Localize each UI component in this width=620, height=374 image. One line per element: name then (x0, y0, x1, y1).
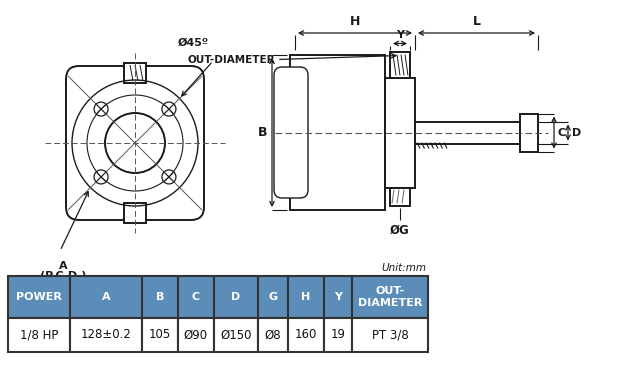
Bar (390, 52, 410, 77)
Text: OUT-
DIAMETER: OUT- DIAMETER (358, 286, 422, 308)
Text: H: H (301, 292, 311, 302)
Bar (258, 318, 288, 352)
Text: D: D (572, 128, 582, 138)
Text: 105: 105 (149, 328, 171, 341)
Text: D: D (231, 292, 241, 302)
Text: POWER: POWER (16, 292, 62, 302)
Bar (70, 276, 142, 318)
Text: C: C (558, 128, 566, 138)
Bar (352, 276, 428, 318)
FancyBboxPatch shape (66, 66, 204, 220)
Text: 128±0.2: 128±0.2 (81, 328, 131, 341)
Bar (70, 318, 142, 352)
Bar (288, 318, 324, 352)
Bar (324, 318, 352, 352)
Text: Ø150: Ø150 (220, 328, 252, 341)
Text: Y: Y (396, 30, 404, 40)
Text: H: H (350, 15, 360, 28)
Bar (415, 122, 520, 144)
Text: L: L (472, 15, 480, 28)
Bar (385, 77, 415, 187)
Bar (214, 276, 258, 318)
Text: PT 3/8: PT 3/8 (371, 328, 409, 341)
Text: B: B (156, 292, 164, 302)
Text: G: G (268, 292, 278, 302)
Text: Ø90: Ø90 (184, 328, 208, 341)
Text: Unit:mm: Unit:mm (381, 263, 426, 273)
Bar (214, 318, 258, 352)
Bar (288, 276, 324, 318)
Bar (178, 318, 214, 352)
Text: ØG: ØG (390, 224, 410, 236)
Text: 160: 160 (295, 328, 317, 341)
Text: 1/8 HP: 1/8 HP (20, 328, 58, 341)
Bar (178, 276, 214, 318)
Bar (352, 318, 428, 352)
Text: A: A (59, 261, 68, 271)
Text: Ø8: Ø8 (265, 328, 281, 341)
FancyBboxPatch shape (274, 67, 308, 198)
Bar (520, 113, 538, 151)
Bar (290, 55, 385, 210)
Bar (324, 276, 352, 318)
Text: Ø45º: Ø45º (177, 38, 208, 48)
Bar (8, 318, 70, 352)
Text: A: A (102, 292, 110, 302)
Text: (P.C.D.): (P.C.D.) (40, 271, 86, 281)
Bar (390, 187, 410, 205)
Text: 19: 19 (330, 328, 345, 341)
Text: Y: Y (334, 292, 342, 302)
Bar (124, 203, 146, 223)
Bar (8, 276, 70, 318)
Text: C: C (192, 292, 200, 302)
Bar (142, 276, 178, 318)
Text: B: B (257, 126, 267, 139)
Bar (258, 276, 288, 318)
Bar (142, 318, 178, 352)
Bar (124, 63, 146, 83)
Text: OUT-DIAMETER: OUT-DIAMETER (187, 55, 275, 64)
